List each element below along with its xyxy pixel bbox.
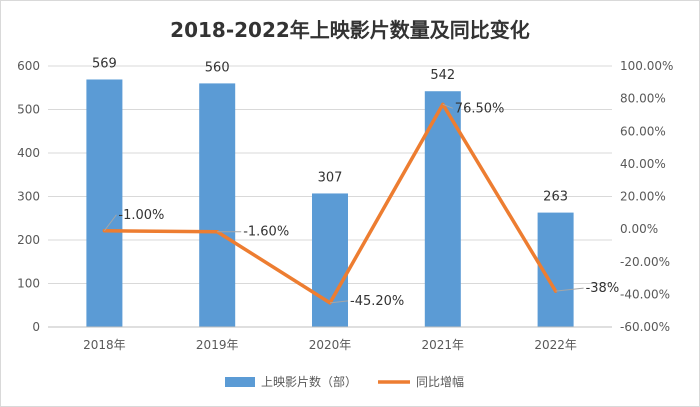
y-right-tick-label: -40.00% — [620, 287, 670, 301]
y-right-tick-label: -60.00% — [620, 320, 670, 334]
y-left-tick-label: 300 — [17, 190, 40, 204]
bar-series — [86, 79, 574, 328]
x-tick-label: 2022年 — [534, 338, 577, 352]
y-right-tick-label: 60.00% — [620, 124, 666, 138]
line-value-label: -38% — [586, 281, 620, 296]
y-left-tick-label: 0 — [32, 320, 40, 334]
label-leader — [442, 103, 453, 109]
data-labels: 569 560 307 542 263 -1.00% -1.60% -45.20% 76.50%… — [92, 56, 619, 308]
legend-bar-swatch — [225, 377, 255, 387]
bar — [424, 91, 461, 327]
chart-title: 2018-2022年上映影片数量及同比变化 — [170, 18, 530, 42]
axes: 0 100 200 300 400 500 600 -60.00% -40.00% -20.00%… — [17, 59, 673, 352]
line-value-label: -1.00% — [118, 208, 164, 223]
y-right-tick-label: -20.00% — [620, 255, 670, 269]
x-tick-label: 2019年 — [196, 338, 239, 352]
bar-value-label: 263 — [543, 190, 568, 205]
y-right-tick-label: 100.00% — [620, 59, 673, 73]
y-left-tick-label: 400 — [17, 146, 40, 160]
x-tick-label: 2020年 — [309, 338, 352, 352]
y-right-tick-label: 80.00% — [620, 92, 666, 106]
label-leader — [329, 300, 349, 304]
bar-value-label: 542 — [430, 68, 455, 83]
bar — [312, 193, 348, 327]
y-right-tick-label: 20.00% — [620, 190, 666, 204]
bar — [199, 83, 236, 328]
x-tick-label: 2018年 — [83, 338, 126, 352]
legend-line-label: 同比增幅 — [416, 374, 464, 389]
line-value-label: -1.60% — [243, 225, 289, 240]
y-left-tick-label: 600 — [17, 59, 40, 73]
bar — [86, 79, 123, 327]
line-value-label: 76.50% — [455, 101, 505, 116]
bar-value-label: 307 — [318, 170, 343, 185]
bar-value-label: 560 — [205, 60, 230, 75]
y-right-tick-label: 40.00% — [620, 157, 666, 171]
legend-bar-label: 上映影片数（部） — [261, 374, 357, 389]
bar-value-label: 569 — [92, 56, 117, 71]
y-left-tick-label: 100 — [17, 277, 40, 291]
y-right-tick-label: 0.00% — [620, 222, 658, 236]
y-left-tick-label: 500 — [17, 103, 40, 117]
line-value-label: -45.20% — [350, 294, 404, 309]
x-tick-label: 2021年 — [422, 338, 465, 352]
label-leader — [555, 287, 584, 292]
y-left-tick-label: 200 — [17, 233, 40, 247]
label-leader — [104, 214, 117, 232]
legend: 上映影片数（部） 同比增幅 — [225, 374, 464, 389]
